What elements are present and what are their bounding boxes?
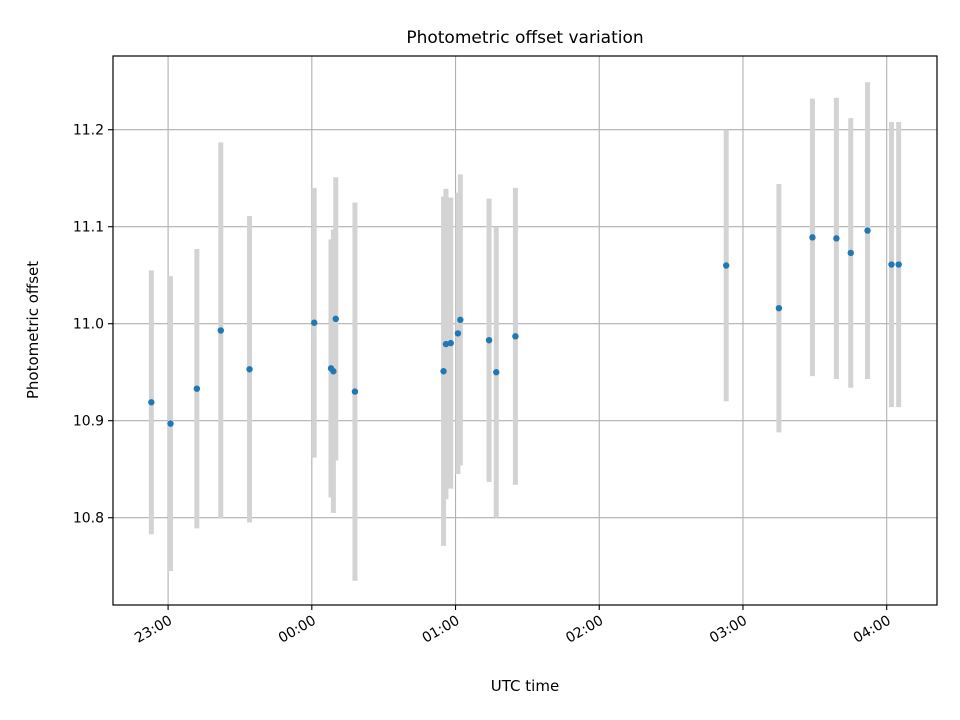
data-point (440, 368, 447, 375)
y-tick-label: 11.0 (73, 317, 104, 333)
y-tick-label: 11.1 (73, 220, 104, 236)
data-point (493, 369, 500, 376)
y-tick-label: 10.9 (73, 414, 104, 430)
data-point (167, 420, 174, 427)
y-axis-label: Photometric offset (24, 261, 42, 399)
data-point (775, 304, 783, 312)
data-point (311, 319, 318, 326)
data-point (864, 227, 871, 234)
data-point (847, 249, 854, 257)
data-points (148, 227, 902, 427)
data-point (512, 333, 519, 340)
y-tick-label: 10.8 (73, 511, 104, 527)
data-point (442, 340, 450, 348)
chart-title: Photometric offset variation (406, 28, 643, 48)
data-point (833, 235, 840, 242)
data-point (332, 315, 339, 323)
data-point (217, 327, 224, 334)
data-point (351, 388, 359, 395)
y-axis-ticks: 10.8 10.9 11.0 11.1 11.2 (73, 123, 113, 527)
y-tick-label: 11.2 (73, 123, 104, 139)
data-point (895, 261, 902, 268)
data-point (330, 368, 337, 375)
data-point (888, 261, 895, 268)
data-point (485, 336, 493, 344)
data-point (246, 366, 253, 373)
data-point (809, 234, 816, 241)
data-point (447, 339, 454, 347)
x-axis-label: UTC time (491, 677, 559, 695)
data-point (193, 385, 201, 392)
data-point (454, 330, 462, 337)
data-point (148, 399, 155, 406)
data-point (723, 262, 730, 269)
data-point (457, 316, 464, 324)
plot-frame (112, 55, 938, 606)
